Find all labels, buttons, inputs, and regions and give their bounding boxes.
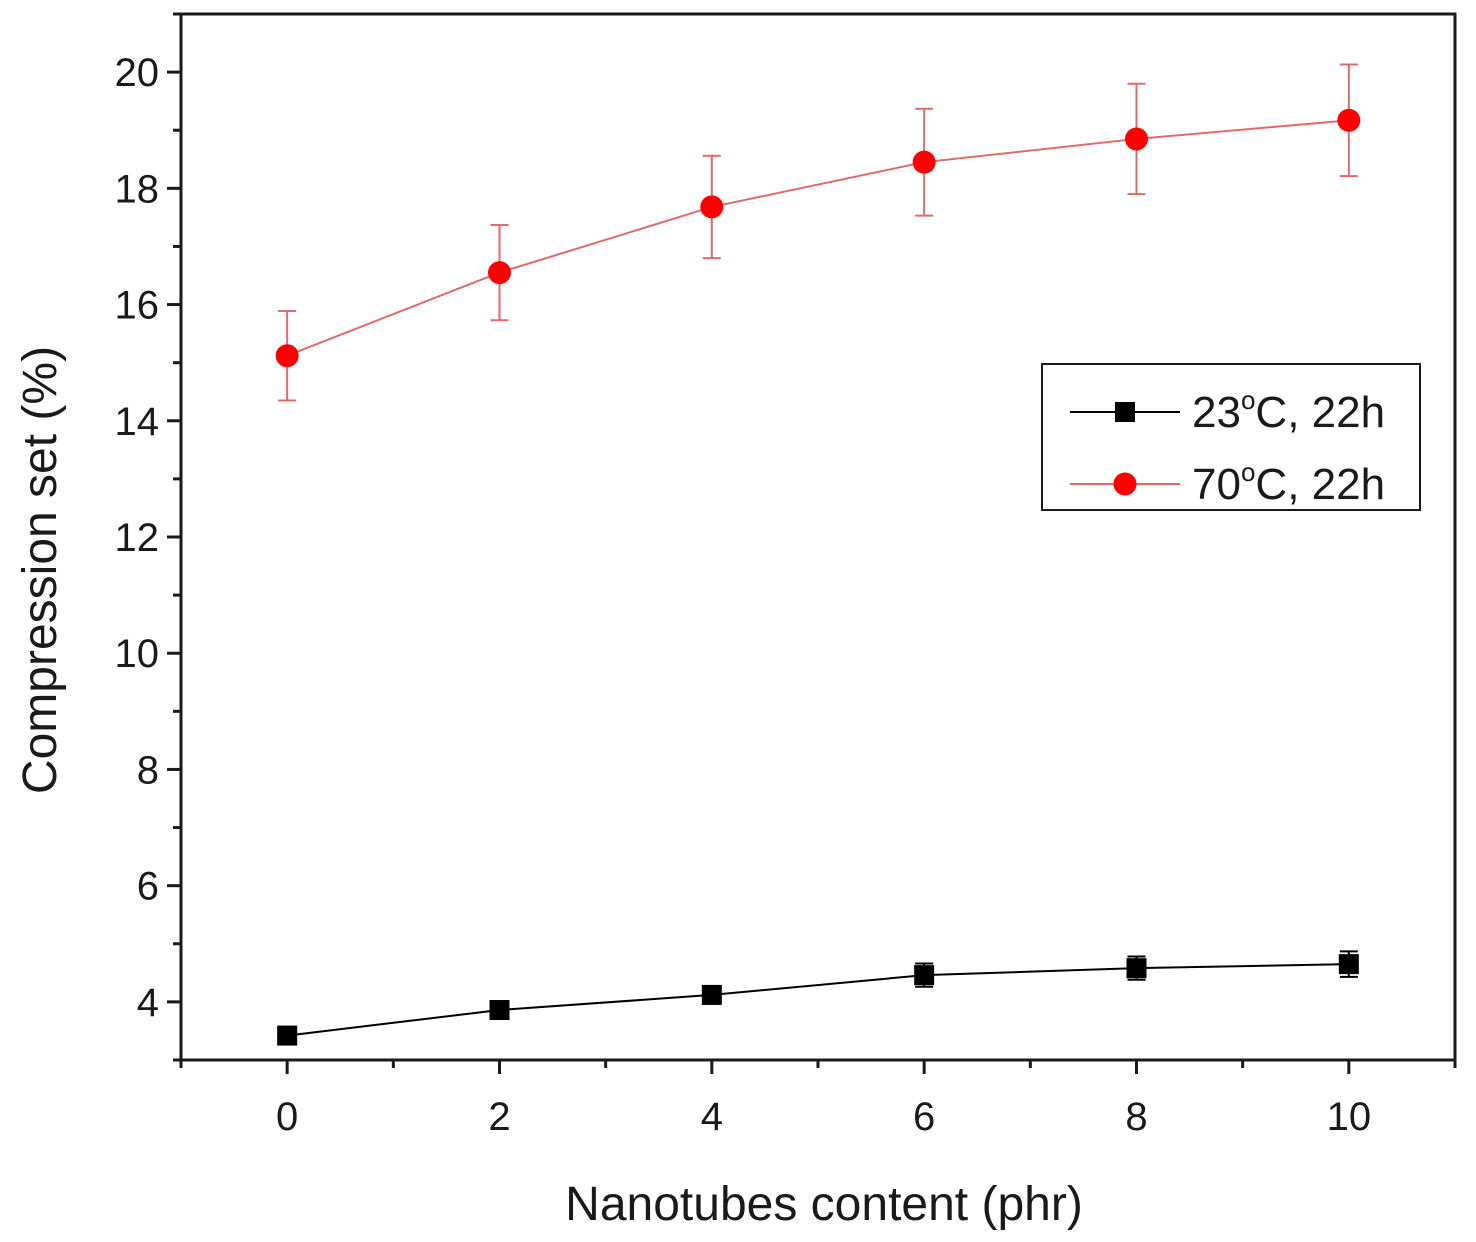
legend-entry-2: 70oC, 22h xyxy=(1070,457,1385,509)
series-2 xyxy=(275,63,1361,402)
data-point xyxy=(489,1000,510,1021)
plot-area xyxy=(275,63,1361,1046)
x-tick-label: 6 xyxy=(913,1095,935,1139)
legend-entry-1: 23oC, 22h xyxy=(1070,385,1385,437)
axes: 0 2 4 6 8 10 4 6 8 10 12 14 16 18 20 xyxy=(115,12,1457,1139)
legend-marker xyxy=(1115,402,1135,422)
data-point xyxy=(1126,958,1147,979)
data-point xyxy=(914,965,935,986)
data-point xyxy=(700,195,724,219)
y-tick-label: 12 xyxy=(115,516,160,560)
legend-label: 70oC, 22h xyxy=(1192,457,1385,509)
legend-label: 23oC, 22h xyxy=(1192,385,1385,437)
data-point xyxy=(488,261,511,285)
plot-frame xyxy=(179,12,1457,1062)
x-axis-title: Nanotubes content (phr) xyxy=(565,1178,1083,1231)
data-point xyxy=(1338,954,1359,975)
y-tick-label: 8 xyxy=(137,748,159,792)
data-point xyxy=(701,984,722,1005)
data-point xyxy=(277,1025,298,1046)
series-1 xyxy=(277,950,1359,1046)
x-tick-label: 0 xyxy=(276,1095,298,1139)
series-line xyxy=(287,963,1349,1037)
data-point xyxy=(275,344,299,368)
y-tick-label: 16 xyxy=(115,284,160,328)
data-point xyxy=(1337,108,1361,132)
y-tick-label: 14 xyxy=(115,400,160,444)
series-line xyxy=(286,119,1349,357)
legend-marker xyxy=(1113,472,1137,496)
y-tick-label: 6 xyxy=(137,865,159,909)
x-tick-label: 10 xyxy=(1327,1095,1372,1139)
y-tick-label: 4 xyxy=(137,981,159,1025)
legend: 23oC, 22h 70oC, 22h xyxy=(1041,363,1421,511)
y-tick-label: 18 xyxy=(115,167,160,211)
x-tick-label: 2 xyxy=(488,1095,510,1139)
y-tick-label: 20 xyxy=(115,51,160,95)
data-point xyxy=(1125,127,1148,151)
x-tick-label: 8 xyxy=(1125,1095,1147,1139)
legend-box xyxy=(1041,363,1421,511)
data-point xyxy=(912,150,936,174)
y-tick-label: 10 xyxy=(115,632,160,676)
y-axis-title: Compression set (%) xyxy=(14,346,67,794)
x-tick-label: 4 xyxy=(701,1095,723,1139)
